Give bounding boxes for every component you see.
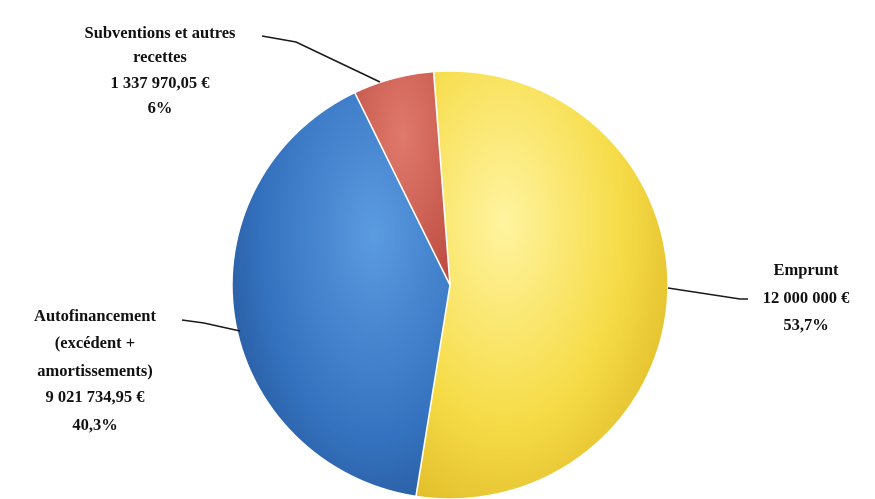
label-autofinancement-value: 9 021 734,95 € xyxy=(46,387,146,406)
label-autofinancement-percent: 40,3% xyxy=(72,415,117,434)
leader-line-subventions xyxy=(261,35,381,83)
pie-slice-subventions xyxy=(353,70,451,286)
label-emprunt-value: 12 000 000 € xyxy=(763,288,850,307)
label-emprunt-percent: 53,7% xyxy=(783,315,828,334)
label-subventions-name-2: recettes xyxy=(133,47,187,66)
label-subventions-percent: 6% xyxy=(148,98,173,117)
label-emprunt-name: Emprunt xyxy=(773,260,839,279)
pie-slice-autofinancement xyxy=(231,91,451,498)
pie-slices xyxy=(231,70,669,499)
label-autofinancement-name: Autofinancement xyxy=(34,306,156,325)
label-subventions-value: 1 337 970,05 € xyxy=(111,73,211,92)
leader-line-autofinancement xyxy=(181,319,241,332)
label-autofinancement-name-2: (excédent + xyxy=(55,333,135,352)
label-subventions-name: Subventions et autres xyxy=(85,23,237,42)
pie-slice-emprunt xyxy=(415,70,669,499)
label-autofinancement-name-3: amortissements) xyxy=(37,361,152,380)
leader-line-emprunt xyxy=(667,287,748,300)
